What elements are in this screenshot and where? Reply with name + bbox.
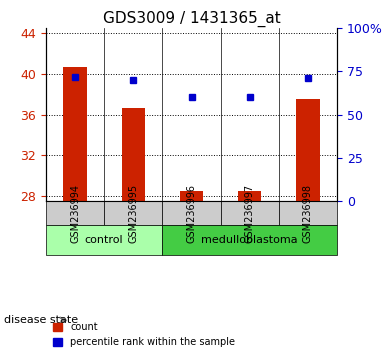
Text: control: control [85, 235, 123, 245]
Text: medulloblastoma: medulloblastoma [201, 235, 298, 245]
Text: disease state: disease state [4, 315, 78, 325]
Bar [238, 191, 261, 201]
FancyBboxPatch shape [46, 225, 162, 255]
Text: GSM236995: GSM236995 [128, 183, 138, 242]
Bar [122, 108, 145, 201]
Text: GSM236994: GSM236994 [70, 184, 80, 242]
Legend: count, percentile rank within the sample: count, percentile rank within the sample [51, 320, 237, 349]
FancyBboxPatch shape [162, 201, 221, 225]
Bar [180, 190, 203, 201]
Bar [64, 67, 87, 201]
FancyBboxPatch shape [46, 201, 104, 225]
FancyBboxPatch shape [162, 225, 337, 255]
Text: GSM236998: GSM236998 [303, 184, 313, 242]
Text: GSM236996: GSM236996 [187, 184, 196, 242]
Title: GDS3009 / 1431365_at: GDS3009 / 1431365_at [103, 11, 280, 27]
FancyBboxPatch shape [104, 201, 162, 225]
FancyBboxPatch shape [221, 201, 279, 225]
Bar [296, 99, 319, 201]
Text: GSM236997: GSM236997 [245, 183, 255, 242]
FancyBboxPatch shape [279, 201, 337, 225]
